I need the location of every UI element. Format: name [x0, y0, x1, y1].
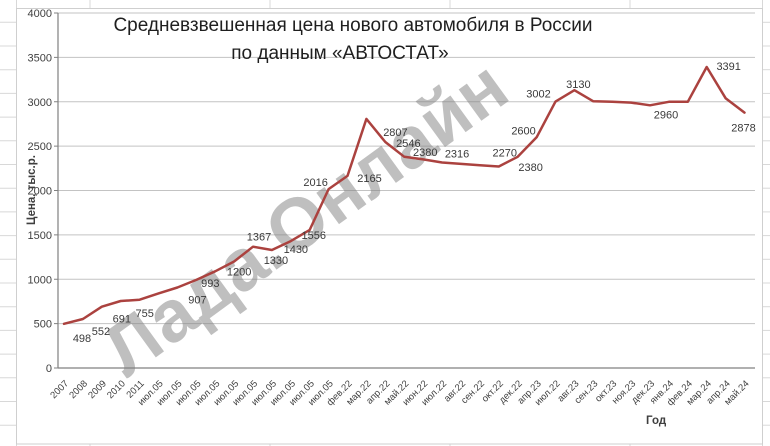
- chart-area[interactable]: [16, 8, 763, 445]
- price-line-series: [62, 65, 746, 326]
- data-label: 2807: [383, 127, 407, 139]
- data-label: 1367: [247, 232, 271, 244]
- data-label: 2270: [493, 148, 517, 160]
- data-label: 2546: [396, 138, 420, 150]
- data-label: 691: [113, 314, 131, 326]
- data-label: 3130: [566, 79, 590, 91]
- data-label: 1330: [264, 255, 288, 267]
- price-line: [62, 65, 746, 326]
- data-label: 1200: [227, 267, 251, 279]
- y-axis-tick-labels: 0 500 1000 1500 2000 2500 3000 3500 4000: [28, 8, 52, 375]
- chart-title-line1: Средневзвешенная цена нового автомобиля …: [113, 15, 592, 36]
- data-label: 2380: [413, 147, 437, 159]
- data-label: 3391: [716, 61, 740, 73]
- axes: [54, 12, 755, 369]
- data-label: 755: [136, 308, 154, 320]
- data-label: 2016: [303, 177, 327, 189]
- data-label: 1430: [284, 244, 308, 256]
- data-label: 498: [73, 333, 91, 345]
- data-label: 2878: [731, 123, 755, 135]
- y-tick-label: 1500: [28, 230, 52, 242]
- data-label: 552: [92, 326, 110, 338]
- y-tick-label: 3000: [28, 97, 52, 109]
- data-label: 2960: [654, 109, 678, 121]
- data-label: 907: [188, 295, 206, 307]
- plot-gridlines: [58, 12, 755, 325]
- data-label: 2600: [511, 125, 535, 137]
- y-tick-label: 1000: [28, 274, 52, 286]
- data-label: 993: [201, 278, 219, 290]
- y-axis-title: Цена, тыс.р.: [26, 155, 38, 225]
- data-label: 2316: [445, 148, 469, 160]
- x-axis-title: Год: [646, 415, 667, 427]
- data-label: 2380: [518, 162, 542, 174]
- y-tick-label: 4000: [28, 8, 52, 20]
- y-tick-label: 500: [34, 319, 52, 331]
- y-tick-label: 3500: [28, 52, 52, 64]
- y-tick-label: 2500: [28, 141, 52, 153]
- y-tick-label: 2000: [28, 186, 52, 198]
- y-tick-label: 0: [46, 363, 52, 375]
- chart-title-line2: по данным «АВТОСТАТ»: [231, 43, 449, 64]
- data-label: 1556: [301, 230, 325, 242]
- data-label: 2165: [357, 173, 381, 185]
- data-label: 3002: [526, 89, 550, 101]
